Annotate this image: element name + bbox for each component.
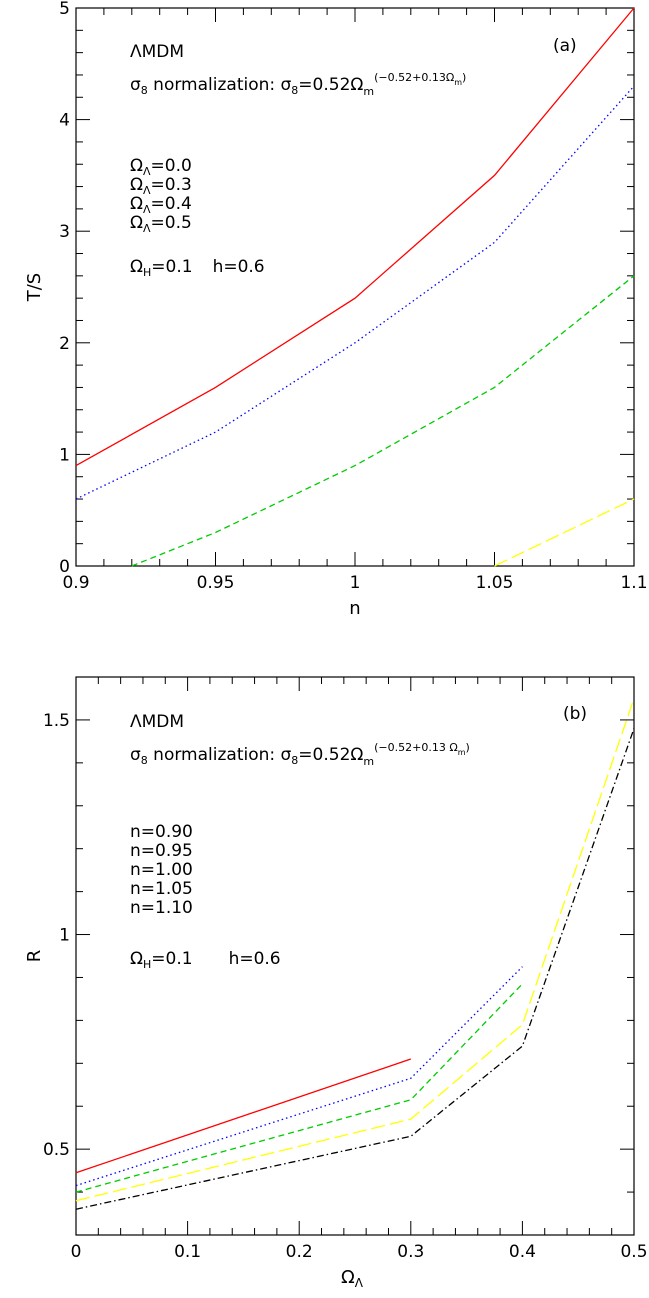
x-tick-label: 1.1	[620, 573, 647, 593]
x-tick-label: 0	[71, 1242, 82, 1262]
y-tick-label: 3	[59, 222, 70, 242]
x-tick-label: 0.2	[286, 1242, 313, 1262]
series-line	[75, 1058, 412, 1174]
panel-b-title: ΛMDM	[130, 712, 184, 732]
x-tick-label: 1.05	[476, 573, 514, 593]
panel-a-subtitle: σ8 normalization: σ8=0.52Ωm(−0.52+0.13Ωm…	[130, 71, 466, 98]
x-tick-label: 0.95	[197, 573, 235, 593]
series-line	[494, 498, 635, 567]
panel-b-ticks	[75, 676, 635, 1236]
panel-b-tick-labels: 0 0.1 0.2 0.3 0.4 0.5 0.5 1 1.5	[43, 711, 648, 1262]
x-tick-label: 0.5	[620, 1242, 647, 1262]
legend-entry: n=0.95	[130, 841, 193, 861]
x-tick-label: 0.1	[174, 1242, 201, 1262]
series-line	[75, 698, 635, 1202]
series-line	[75, 728, 635, 1210]
series-line	[75, 85, 635, 500]
legend-entry: n=0.90	[130, 822, 193, 842]
panel-b-subtitle: σ8 normalization: σ8=0.52Ωm(−0.52+0.13 Ω…	[130, 741, 470, 768]
panel-b-frame	[75, 676, 635, 1236]
series-line	[75, 983, 523, 1193]
x-tick-label: 0.4	[509, 1242, 536, 1262]
legend-entry: ΩΛ=0.3	[130, 175, 192, 197]
y-tick-label: 1	[59, 445, 70, 465]
y-tick-label: 0	[59, 557, 70, 577]
y-tick-label: 5	[59, 0, 70, 19]
panel-b-ylabel: R	[24, 950, 45, 963]
panel-a-tick-labels: 0.9 0.95 1 1.05 1.1 0 1 2 3 4 5	[59, 0, 647, 593]
y-tick-label: 0.5	[43, 1140, 70, 1160]
legend-entry: n=1.00	[130, 860, 193, 880]
panel-a-title: ΛMDM	[130, 42, 184, 62]
series-line	[75, 966, 523, 1187]
panel-b-xlabel: ΩΛ	[341, 1267, 364, 1290]
x-tick-label: 1	[350, 573, 361, 593]
panel-a-params: ΩH=0.1 h=0.6	[130, 257, 265, 279]
panel-b-chart: 0 0.1 0.2 0.3 0.4 0.5 0.5 1 1.5 (b) ΛMDM σ8 norm…	[24, 676, 648, 1290]
y-tick-label: 1.5	[43, 711, 70, 731]
y-tick-label: 1	[59, 926, 70, 946]
series-line	[75, 7, 635, 467]
legend-entry: ΩΛ=0.5	[130, 213, 192, 235]
panel-a-ticks	[75, 7, 635, 567]
panel-b-legend: n=0.90n=0.95n=1.00n=1.05n=1.10	[130, 822, 193, 918]
panel-b-series	[75, 698, 635, 1210]
panel-a-ylabel: T/S	[24, 273, 45, 303]
y-tick-label: 4	[59, 111, 70, 131]
panel-a-xlabel: n	[349, 598, 360, 619]
panel-a-legend: ΩΛ=0.0ΩΛ=0.3ΩΛ=0.4ΩΛ=0.5	[130, 156, 192, 235]
legend-entry: n=1.10	[130, 898, 193, 918]
panel-b-label: (b)	[563, 704, 587, 724]
legend-entry: ΩΛ=0.4	[130, 194, 192, 216]
legend-entry: n=1.05	[130, 879, 193, 899]
x-tick-label: 0.9	[62, 573, 89, 593]
panel-a-chart: 0.9 0.95 1 1.05 1.1 0 1 2 3 4 5 (a) ΛMDM σ8 normal…	[24, 0, 648, 619]
legend-entry: ΩΛ=0.0	[130, 156, 192, 178]
panel-a-label: (a)	[553, 36, 577, 56]
series-line	[131, 275, 635, 567]
panel-b-params: ΩH=0.1 h=0.6	[130, 949, 281, 971]
x-tick-label: 0.3	[397, 1242, 424, 1262]
panel-a-series	[75, 7, 635, 567]
y-tick-label: 2	[59, 334, 70, 354]
